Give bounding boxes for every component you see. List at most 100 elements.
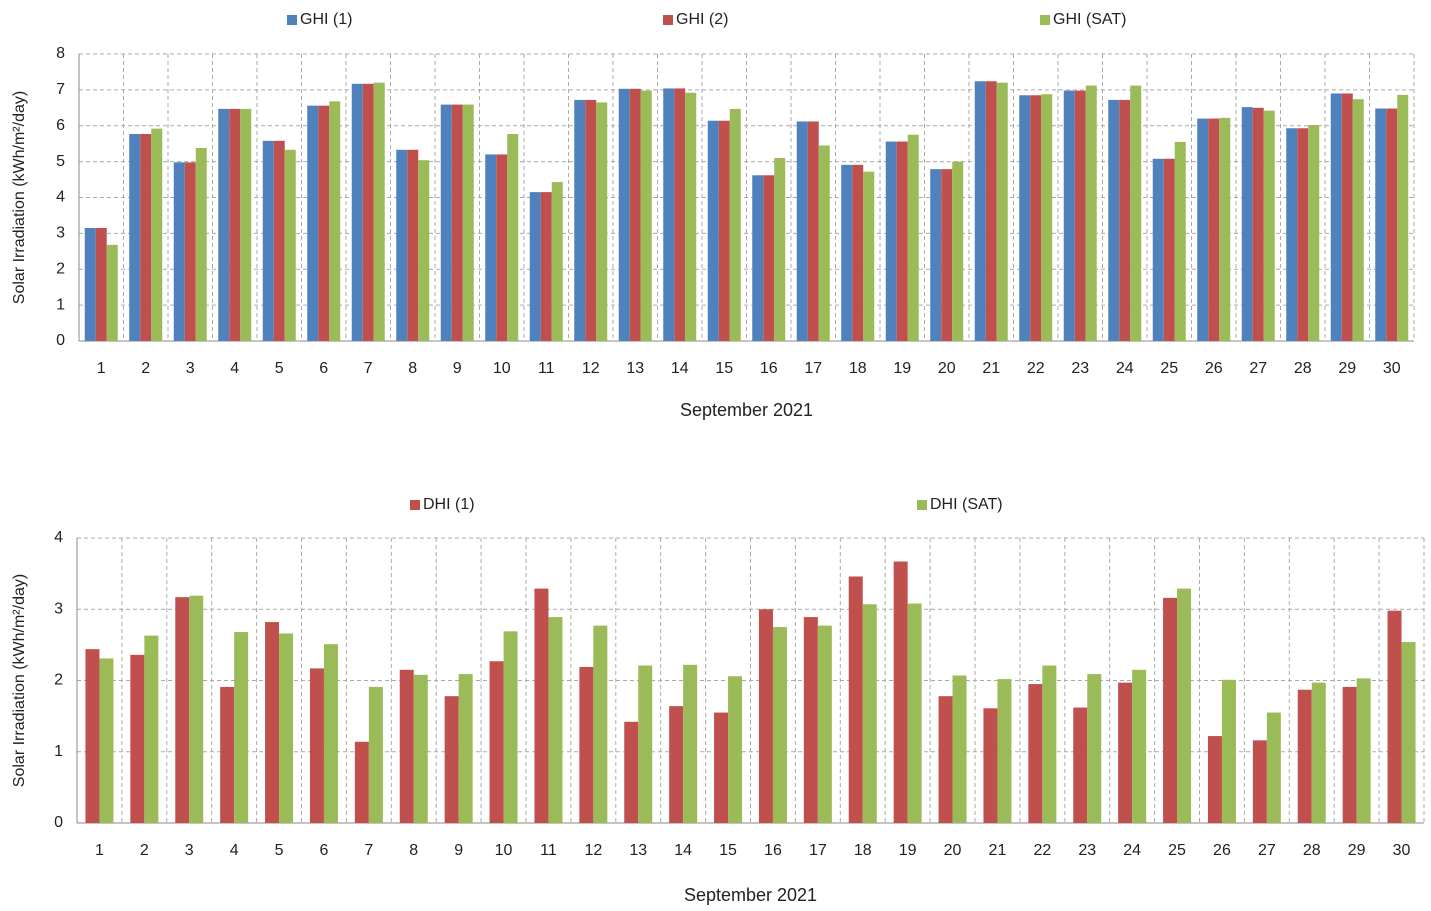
bar (184, 162, 196, 341)
bar (220, 686, 235, 823)
bar (1375, 108, 1387, 341)
bar (1297, 689, 1312, 823)
bar (1341, 93, 1353, 342)
bar (273, 140, 285, 341)
bar (1174, 141, 1186, 341)
bar (683, 664, 698, 823)
y-axis-label: Solar Irradiation (kWh/m²/day) (11, 574, 28, 787)
bar (529, 192, 541, 341)
y-tick-label: 1 (54, 743, 63, 760)
x-tick-label: 1 (97, 360, 106, 377)
x-tick-label: 23 (1071, 360, 1089, 377)
x-tick-label: 29 (1338, 360, 1356, 377)
bar (329, 101, 341, 341)
bar (413, 674, 428, 823)
bar (229, 108, 241, 341)
bar (714, 712, 729, 823)
bar (551, 182, 563, 341)
bar (218, 108, 230, 341)
y-tick-label: 2 (56, 260, 65, 277)
bar (1308, 125, 1320, 341)
bar (399, 669, 414, 823)
x-tick-label: 16 (760, 360, 778, 377)
bar (796, 121, 808, 341)
bar (1330, 93, 1342, 342)
bar (1221, 679, 1236, 823)
y-tick-label: 8 (56, 45, 65, 62)
x-tick-label: 30 (1383, 360, 1401, 377)
x-tick-label: 7 (364, 360, 373, 377)
x-tick-label: 26 (1213, 842, 1231, 859)
x-tick-label: 30 (1393, 842, 1411, 859)
bar (1397, 94, 1409, 342)
bar (1028, 684, 1043, 823)
bar (1074, 90, 1086, 341)
y-axis-label: Solar Irradiation (kWh/m²/day) (11, 91, 28, 304)
bar (307, 105, 319, 341)
bar (84, 227, 96, 341)
x-tick-label: 10 (493, 360, 511, 377)
bar (362, 83, 374, 342)
bar (618, 88, 630, 341)
bar (774, 158, 786, 341)
x-tick-label: 3 (185, 842, 194, 859)
bar (418, 160, 430, 341)
bar (106, 244, 118, 341)
bar (885, 141, 897, 341)
y-tick-label: 6 (56, 117, 65, 134)
bar (848, 576, 863, 823)
x-tick-label: 28 (1294, 360, 1312, 377)
bar (1387, 610, 1402, 823)
x-tick-label: 22 (1027, 360, 1045, 377)
bar (1132, 669, 1147, 823)
bar (1386, 108, 1398, 341)
bar (841, 164, 853, 341)
bar (240, 108, 252, 341)
bar (489, 661, 504, 823)
bar (1252, 740, 1267, 823)
bar (1163, 158, 1175, 341)
bar (1197, 118, 1209, 341)
bar (503, 631, 518, 823)
bar (1152, 158, 1164, 341)
bar (938, 696, 953, 823)
bar (173, 162, 185, 341)
bar (807, 121, 819, 341)
bar (1297, 128, 1309, 341)
bar (444, 696, 459, 823)
bar (852, 164, 864, 341)
bar (284, 149, 296, 341)
bar (1356, 678, 1371, 823)
x-tick-label: 5 (275, 842, 284, 859)
bar (1286, 128, 1298, 341)
bar (674, 88, 686, 341)
x-axis-label: September 2021 (684, 885, 817, 905)
bar (309, 668, 324, 823)
y-tick-label: 2 (54, 672, 63, 689)
bar (896, 141, 908, 341)
bar (818, 145, 830, 341)
bar (930, 169, 942, 341)
bar (534, 588, 549, 823)
y-tick-label: 1 (56, 296, 65, 313)
bar (1311, 682, 1326, 823)
x-tick-label: 18 (854, 842, 872, 859)
x-tick-label: 27 (1249, 360, 1267, 377)
bar (707, 120, 719, 341)
bar (579, 666, 594, 823)
x-tick-label: 20 (938, 360, 956, 377)
bar (85, 649, 100, 823)
bar (1063, 90, 1075, 341)
x-tick-label: 20 (944, 842, 962, 859)
bar (95, 227, 107, 341)
legend-label: GHI (1) (300, 11, 352, 28)
bar (1119, 99, 1131, 341)
bar (1163, 597, 1178, 823)
x-tick-label: 3 (186, 360, 195, 377)
bar (718, 120, 730, 341)
bar (1073, 707, 1088, 823)
bar (574, 99, 586, 341)
bar (685, 92, 697, 342)
x-tick-label: 27 (1258, 842, 1276, 859)
